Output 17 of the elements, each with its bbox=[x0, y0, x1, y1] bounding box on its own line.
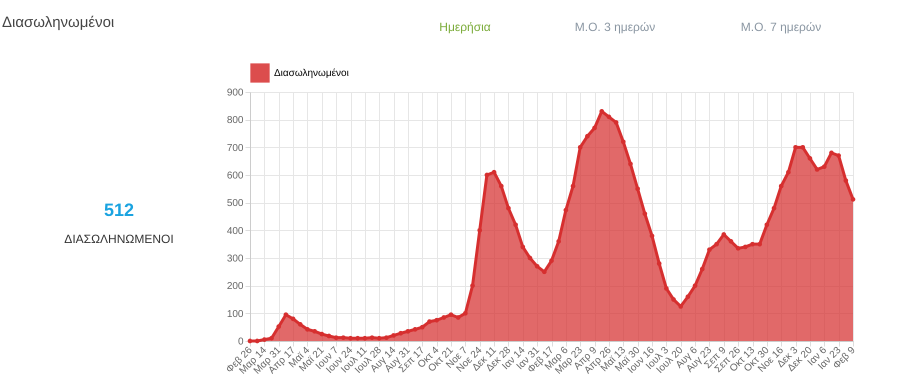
y-tick-label: 600 bbox=[226, 170, 244, 182]
y-tick-label: 300 bbox=[226, 254, 244, 264]
text: 512 bbox=[104, 200, 134, 220]
text: ΔΙΑΣΩΛΗΝΩΜΕΝΟΙ bbox=[64, 232, 174, 246]
text: Μ.Ο. 7 ημερών bbox=[740, 20, 822, 34]
text: Μ.Ο. 3 ημερών bbox=[574, 20, 656, 34]
y-tick-label: 0 bbox=[238, 336, 244, 348]
y-tick-label: 100 bbox=[226, 308, 244, 320]
y-tick-label: 800 bbox=[226, 115, 244, 126]
legend-label: Διασωληνωμένοι bbox=[274, 68, 349, 79]
y-tick-label: 400 bbox=[226, 226, 244, 237]
y-tick-label: 900 bbox=[226, 88, 244, 98]
y-tick-label: 200 bbox=[226, 281, 244, 292]
y-tick-label: 500 bbox=[226, 198, 244, 210]
text: Διασωληνωμένοι bbox=[2, 14, 114, 31]
y-tick-label: 700 bbox=[226, 142, 244, 154]
text: Ημερήσια bbox=[439, 20, 491, 34]
